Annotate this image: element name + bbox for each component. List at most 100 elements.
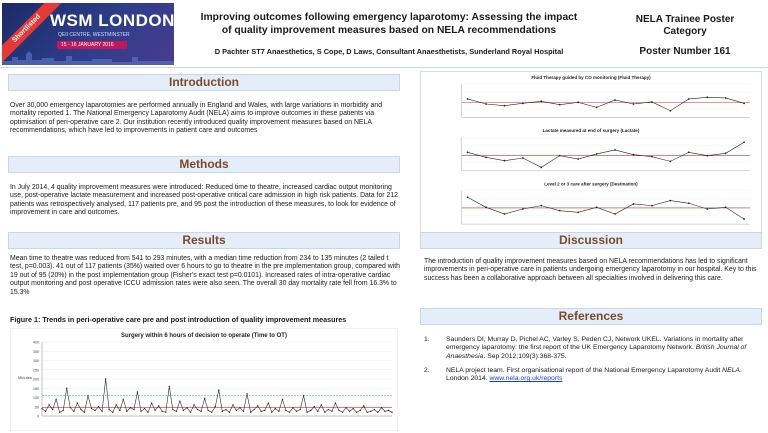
data-point xyxy=(309,409,312,412)
data-point xyxy=(338,409,340,412)
nela-control-charts: Fluid Therapy guided by CO monitoring (F… xyxy=(420,71,762,233)
data-point xyxy=(218,389,220,391)
reference-text: NELA project team. First organisational … xyxy=(446,366,723,374)
data-point xyxy=(521,102,524,105)
data-point xyxy=(165,411,167,413)
data-point xyxy=(104,378,107,380)
data-point xyxy=(348,410,351,413)
data-point xyxy=(157,405,160,407)
y-tick-label: 250 xyxy=(33,368,39,372)
data-point xyxy=(119,409,121,412)
reference-number: 2. xyxy=(424,366,430,374)
data-point xyxy=(288,411,291,413)
data-point xyxy=(743,141,745,144)
poster-header: Shortlisted WSM LONDON QEII CENTRE, WEST… xyxy=(0,0,768,68)
poster-number: Poster Number 161 xyxy=(639,46,731,57)
wsm-london-logo: Shortlisted WSM LONDON QEII CENTRE, WEST… xyxy=(2,3,174,65)
discussion-heading: Discussion xyxy=(420,232,762,249)
reference-journal: NELA xyxy=(722,366,740,374)
data-point xyxy=(558,103,561,106)
y-tick-label: 400 xyxy=(33,341,39,345)
data-point xyxy=(632,103,635,105)
data-point xyxy=(302,394,305,397)
data-point xyxy=(485,156,487,159)
data-point xyxy=(150,402,153,404)
data-point xyxy=(380,406,383,409)
y-tick-label: 200 xyxy=(33,378,39,382)
data-point xyxy=(285,409,287,412)
data-point xyxy=(352,407,354,410)
data-point xyxy=(384,410,386,413)
data-point xyxy=(182,409,185,412)
data-point xyxy=(363,405,365,407)
data-point xyxy=(186,406,188,409)
data-point xyxy=(122,398,125,401)
category-line-2: Category xyxy=(663,26,707,37)
chart-title: Surgery within 6 hours of decision to op… xyxy=(121,333,287,339)
introduction-heading: Introduction xyxy=(8,74,400,91)
data-point xyxy=(614,99,616,101)
data-point xyxy=(97,406,100,408)
data-point xyxy=(256,405,259,407)
poster-title: Improving outcomes following emergency l… xyxy=(200,12,578,36)
data-point xyxy=(154,409,156,412)
data-point xyxy=(249,411,252,413)
data-point xyxy=(743,102,745,105)
data-point xyxy=(41,407,43,410)
y-tick-label: 350 xyxy=(33,350,39,354)
data-point xyxy=(225,408,227,411)
data-point xyxy=(94,409,96,412)
data-point xyxy=(112,411,114,413)
y-axis-label: Minutes xyxy=(18,375,32,380)
data-point xyxy=(292,406,294,409)
data-point xyxy=(267,402,269,404)
data-point xyxy=(485,103,487,105)
reference-citation: . London 2014. xyxy=(446,366,742,383)
data-point xyxy=(595,106,598,109)
data-point xyxy=(161,410,163,413)
data-point xyxy=(577,211,580,214)
reference-item: 2. NELA project team. First organisation… xyxy=(424,367,760,384)
data-point xyxy=(669,160,672,163)
data-point xyxy=(521,208,524,210)
data-point xyxy=(540,166,543,169)
data-point xyxy=(207,409,209,412)
reference-text: Saunders DI, Murray D, Pichel AC, Varley… xyxy=(446,336,744,352)
reference-item: 1. Saunders DI, Murray D, Pichel AC, Var… xyxy=(424,336,760,361)
references-list: 1. Saunders DI, Murray D, Pichel AC, Var… xyxy=(424,336,760,389)
data-point xyxy=(540,100,543,103)
data-point xyxy=(724,206,727,209)
nela-reports-link[interactable]: www.nela.org.uk/reports xyxy=(489,375,563,383)
data-point xyxy=(540,204,543,207)
data-point xyxy=(274,407,277,410)
data-point xyxy=(706,154,709,157)
data-point xyxy=(242,410,245,413)
data-point xyxy=(140,410,142,413)
data-point xyxy=(743,218,745,220)
data-point xyxy=(58,411,61,413)
data-point xyxy=(172,408,174,411)
data-point xyxy=(232,404,234,406)
data-point xyxy=(724,152,727,155)
data-point xyxy=(320,404,322,406)
data-point xyxy=(331,410,333,413)
data-point xyxy=(558,154,561,157)
series-line xyxy=(467,141,745,168)
references-heading: References xyxy=(420,308,762,325)
data-point xyxy=(90,407,93,410)
y-tick-label: 100 xyxy=(33,396,39,400)
series-line xyxy=(467,196,745,220)
data-point xyxy=(370,410,372,413)
data-point xyxy=(196,408,199,411)
data-point xyxy=(614,213,616,215)
data-point xyxy=(521,157,524,159)
data-point xyxy=(271,411,273,413)
data-point xyxy=(55,398,57,401)
data-point xyxy=(595,153,598,155)
data-point xyxy=(503,213,506,215)
data-point xyxy=(66,387,68,389)
time-to-ot-chart: Surgery within 6 hours of decision to op… xyxy=(10,328,398,431)
discussion-text: The introduction of quality improvement … xyxy=(424,258,757,282)
poster-title-block: Improving outcomes following emergency l… xyxy=(178,3,600,65)
methods-text: In July 2014, 4 quality improvement meas… xyxy=(10,184,398,217)
